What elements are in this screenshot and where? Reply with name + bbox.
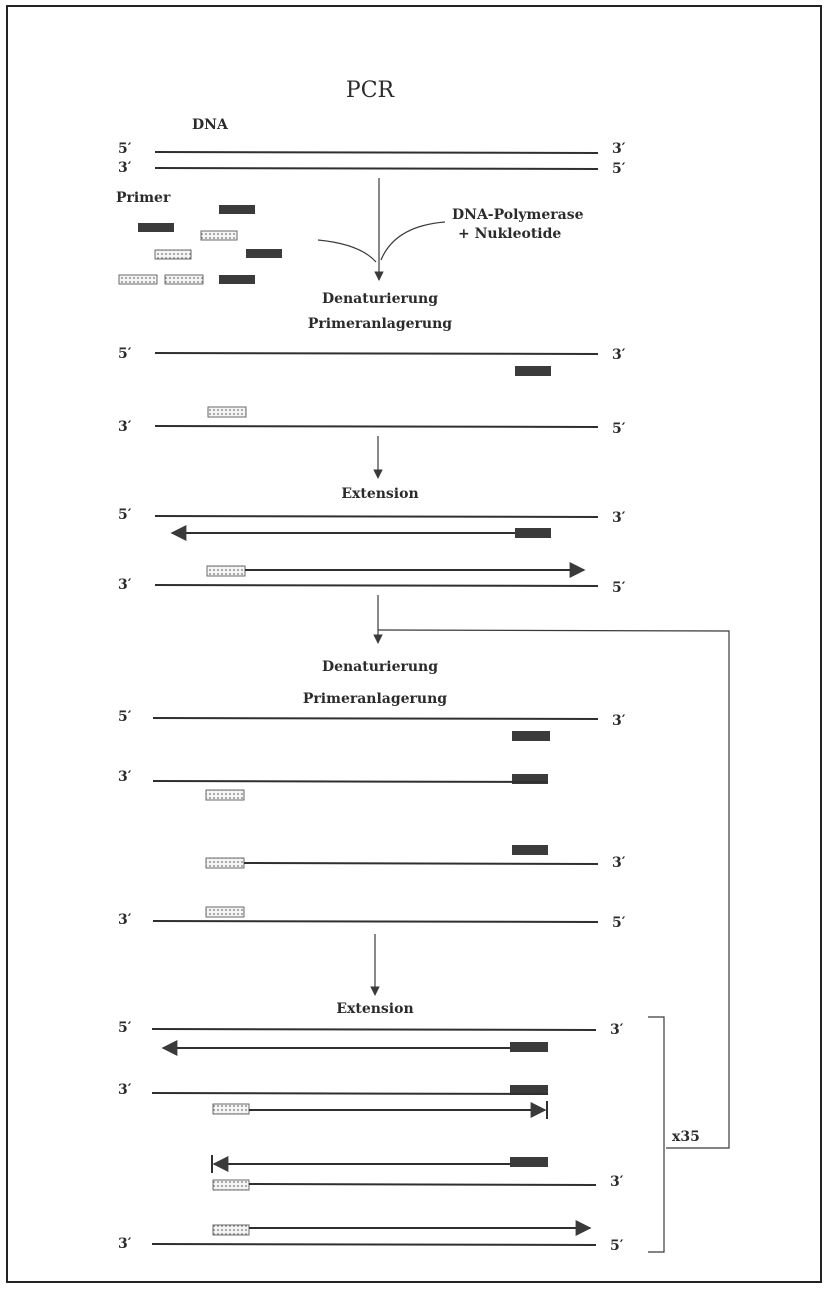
label-polymerase: DNA-Polymerase (452, 207, 584, 223)
primer-pointer (317, 239, 377, 263)
dna-strand-top (154, 151, 599, 154)
cycle-loop-line (377, 629, 730, 1149)
primer-dark (510, 1042, 548, 1052)
primer-dark (512, 731, 550, 741)
strand-end-label: 5′ (612, 421, 626, 437)
strand-end-label: 3′ (118, 160, 132, 176)
label-extension: Extension (336, 1001, 413, 1017)
primer-light (205, 857, 245, 869)
primer-light (212, 1179, 250, 1191)
strand-end-label: 5′ (612, 161, 626, 177)
strand-end-label: 5′ (118, 507, 132, 523)
label-dna: DNA (192, 117, 229, 133)
label-annealing: Primeranlagerung (303, 691, 447, 707)
primer-light (212, 1103, 250, 1115)
strand-end-label: 5′ (118, 141, 132, 157)
dna-strand-bottom (154, 167, 599, 170)
dna-strand (154, 584, 599, 587)
strand-end-label: 3′ (118, 1082, 132, 1098)
dna-strand (152, 920, 599, 923)
primer-light (154, 249, 192, 260)
primer-dark (510, 1085, 548, 1095)
label-denaturation: Denaturierung (322, 659, 438, 675)
strand-end-label: 3′ (118, 769, 132, 785)
primer-dark (510, 1157, 548, 1167)
dna-strand (154, 352, 599, 355)
strand-end-label: 3′ (610, 1174, 624, 1190)
strand-end-label: 3′ (612, 510, 626, 526)
dna-strand (151, 1092, 549, 1095)
diagram-title: PCR (346, 78, 396, 103)
dna-strand (154, 425, 599, 428)
dna-strand (152, 780, 549, 783)
label-nucleotides: + Nukleotide (458, 226, 561, 242)
strand-end-label: 5′ (118, 1020, 132, 1036)
label-extension: Extension (341, 486, 418, 502)
dna-strand (243, 862, 599, 865)
strand-end-label: 3′ (612, 347, 626, 363)
strand-end-label: 3′ (118, 419, 132, 435)
strand-end-label: 3′ (118, 577, 132, 593)
strand-end-label: 5′ (118, 709, 132, 725)
primer-light (205, 789, 245, 801)
polymerase-pointer (380, 221, 446, 261)
label-denaturation: Denaturierung (322, 291, 438, 307)
dna-strand (152, 717, 599, 720)
dna-strand (151, 1028, 597, 1031)
cycle-bracket (648, 1016, 665, 1253)
primer-light (212, 1224, 250, 1236)
label-annealing: Primeranlagerung (308, 316, 452, 332)
strand-end-label: 3′ (118, 1236, 132, 1252)
strand-end-label: 5′ (118, 346, 132, 362)
strand-end-label: 3′ (610, 1022, 624, 1038)
strand-end-label: 3′ (612, 141, 626, 157)
primer-light (200, 230, 238, 241)
primer-light (118, 274, 158, 285)
primer-dark (219, 275, 255, 284)
label-primer: Primer (116, 190, 171, 206)
strand-end-label: 5′ (610, 1238, 624, 1254)
diagram-border (6, 5, 822, 1283)
strand-end-label: 3′ (612, 713, 626, 729)
primer-dark (515, 528, 551, 538)
primer-dark (512, 774, 548, 784)
primer-dark (512, 845, 548, 855)
label-cycles: x35 (672, 1129, 700, 1145)
strand-end-label: 3′ (118, 912, 132, 928)
primer-dark (515, 366, 551, 376)
dna-strand (248, 1183, 597, 1186)
dna-strand (151, 1243, 597, 1246)
strand-end-label: 5′ (612, 580, 626, 596)
primer-light (207, 406, 247, 418)
primer-dark (219, 205, 255, 214)
primer-dark (246, 249, 282, 258)
strand-end-label: 5′ (612, 915, 626, 931)
primer-light (205, 906, 245, 918)
strand-end-label: 3′ (612, 855, 626, 871)
primer-light (164, 274, 204, 285)
dna-strand (154, 515, 599, 518)
primer-dark (138, 223, 174, 232)
primer-light (206, 565, 246, 577)
